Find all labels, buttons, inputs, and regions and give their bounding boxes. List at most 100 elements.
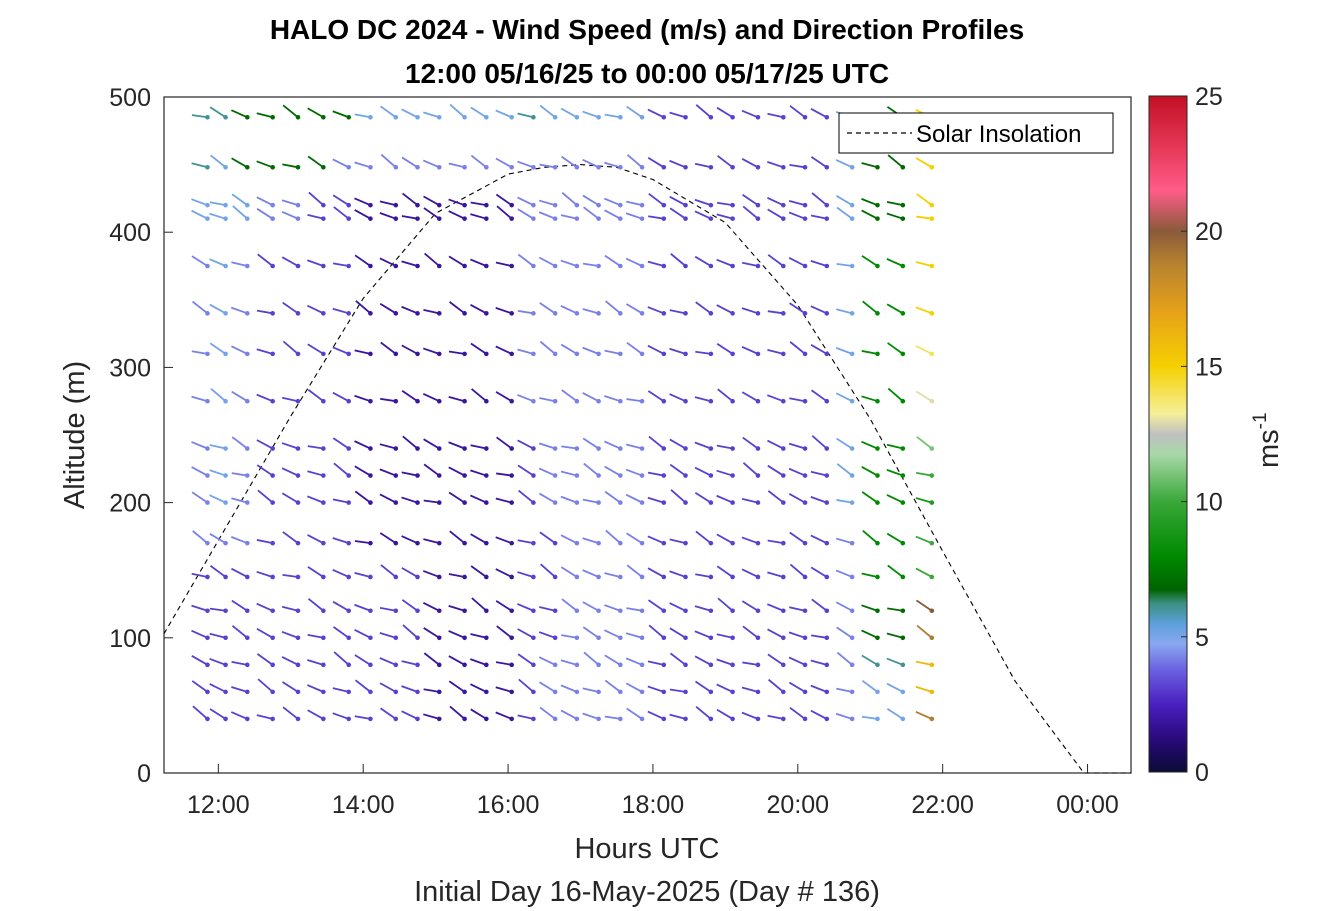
wind-barb-shaft [496, 472, 512, 477]
wind-barb-shaft [669, 159, 686, 169]
wind-barb [191, 255, 210, 269]
wind-barb-shaft [861, 350, 878, 355]
wind-barb-point [875, 351, 880, 357]
wind-barb-point [346, 311, 352, 316]
wind-barb [861, 604, 880, 614]
wind-barb [767, 439, 786, 451]
wind-barb [767, 628, 786, 641]
wind-barb-point [574, 540, 580, 546]
wind-barb [626, 341, 645, 357]
wind-barb-shaft [647, 567, 665, 578]
wind-barb [231, 390, 250, 404]
wind-barb-point [639, 114, 645, 120]
wind-barb-shaft [448, 162, 465, 169]
wind-barb [539, 163, 558, 170]
wind-barb [495, 536, 514, 546]
wind-barb-shaft [716, 258, 733, 267]
wind-barb [915, 535, 935, 546]
wind-barb [209, 632, 228, 641]
wind-barb [670, 253, 688, 269]
wind-barb [379, 257, 399, 269]
wind-barb [538, 656, 558, 668]
wind-barb-point [683, 574, 688, 580]
colorbar-tick-label: 20 [1195, 218, 1223, 246]
wind-barb-point [639, 689, 645, 695]
wind-barb-shaft [648, 192, 665, 206]
wind-barb-point [205, 311, 210, 316]
wind-barb-shaft [209, 258, 226, 267]
wind-barb-shaft [256, 393, 273, 403]
wind-barb-shaft [448, 680, 466, 693]
wind-barb-point [436, 311, 442, 316]
wind-barb-shaft [669, 347, 686, 355]
wind-barb-point [415, 574, 420, 580]
wind-barb [716, 708, 735, 722]
wind-barb [647, 496, 667, 505]
wind-barb-shaft [539, 340, 556, 355]
wind-barb-point [875, 398, 880, 404]
wind-barb-shaft [604, 604, 621, 612]
wind-barb-shaft [231, 436, 248, 450]
wind-barb-shaft [886, 708, 904, 720]
wind-barb-shaft [230, 536, 248, 544]
wind-barb [470, 683, 489, 695]
wind-barb-shaft [560, 684, 578, 693]
wind-barb-shaft [282, 104, 299, 118]
wind-barb-shaft [401, 390, 419, 402]
wind-barb-point [244, 311, 250, 316]
wind-barb-shaft [282, 706, 299, 720]
wind-barb [916, 193, 935, 208]
wind-barb-point [368, 202, 373, 208]
wind-barb-shaft [470, 304, 487, 315]
wind-barb [307, 214, 326, 221]
wind-barb-shaft [836, 308, 853, 315]
wind-barb-point [321, 165, 326, 170]
wind-barb-shaft [694, 655, 712, 666]
wind-barb-point [929, 263, 935, 269]
wind-barb [669, 347, 688, 357]
wind-barb-shaft [647, 496, 665, 504]
wind-barb [495, 307, 514, 316]
wind-barb [741, 391, 761, 404]
wind-barb-point [552, 311, 558, 316]
wind-barb-point [683, 351, 688, 357]
wind-barb-shaft [307, 304, 324, 315]
wind-barb-shaft [694, 396, 712, 403]
wind-barb [626, 607, 645, 614]
wind-barb-shaft [333, 206, 350, 220]
wind-barb [861, 465, 880, 478]
wind-barb-point [368, 716, 373, 722]
wind-barb [470, 342, 489, 357]
wind-barb-point [639, 216, 645, 221]
wind-barb-shaft [788, 199, 806, 207]
wind-barb [604, 604, 623, 614]
wind-barb-point [708, 473, 714, 478]
wind-barb-shaft [191, 629, 208, 639]
wind-barb-shaft [354, 349, 371, 355]
wind-barb-point [596, 446, 601, 451]
wind-barb-shaft [836, 206, 853, 220]
wind-barb [354, 349, 373, 357]
wind-barb-shaft [861, 395, 878, 403]
wind-barb-shaft [517, 439, 534, 450]
wind-barb [470, 469, 489, 478]
wind-barb-point [346, 716, 352, 722]
wind-barb-shaft [916, 436, 933, 450]
wind-barb-point [205, 263, 210, 269]
wind-barb [560, 470, 580, 478]
wind-barb-shaft [694, 491, 712, 504]
wind-barb-point [531, 635, 536, 641]
wind-barb [231, 686, 250, 695]
wind-barb-point [270, 446, 275, 451]
wind-barb-shaft [694, 466, 712, 477]
wind-barb [539, 302, 558, 316]
wind-barb-point [484, 662, 489, 668]
solar-insolation-layer [163, 164, 1131, 774]
wind-barb-shaft [191, 655, 208, 666]
wind-barb-shaft [648, 215, 664, 220]
y-tick-label: 500 [109, 84, 151, 112]
wind-barb-point [824, 351, 830, 357]
wind-barb-point [661, 716, 667, 722]
wind-barb-shaft [716, 533, 734, 544]
wind-barb-point [484, 716, 489, 722]
